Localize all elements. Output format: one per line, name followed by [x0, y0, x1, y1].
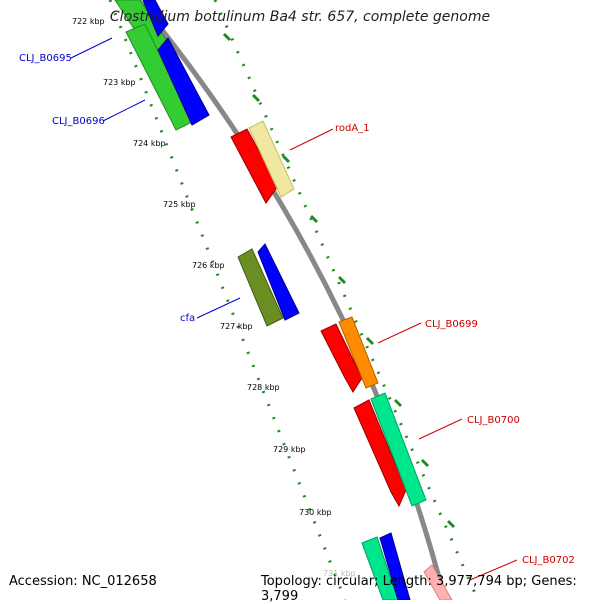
gene-clj-b0702[interactable]: [361, 532, 453, 601]
right-tick-track: [213, 0, 480, 601]
tick-label: 729 kbp: [273, 445, 306, 454]
gene-label-clj-b0696[interactable]: CLJ_B0696: [52, 116, 105, 127]
gene-clj-b0699[interactable]: [320, 316, 379, 393]
gene-clj-b0700[interactable]: [353, 392, 427, 508]
gene-label-clj-b0695[interactable]: CLJ_B0695: [19, 53, 72, 64]
tick-label: 727 kbp: [220, 322, 253, 331]
gene-label-clj-b0700[interactable]: CLJ_B0700: [467, 415, 520, 426]
gene-label-cfa[interactable]: cfa: [180, 313, 195, 324]
tick-labels: 722 kbp 723 kbp 724 kbp 725 kbp 726 kbp …: [72, 17, 356, 578]
tick-label: 731 kbp: [323, 569, 356, 578]
gene-label-roda-1[interactable]: rodA_1: [335, 123, 370, 134]
tick-label: 724 kbp: [133, 139, 166, 148]
tick-label: 725 kbp: [163, 200, 196, 209]
tick-label: 728 kbp: [247, 383, 280, 392]
tick-label: 730 kbp: [299, 508, 332, 517]
gene-roda-1[interactable]: [230, 120, 295, 204]
gene-label-clj-b0702[interactable]: CLJ_B0702: [522, 555, 575, 566]
right-track-dashes: [222, 32, 456, 529]
gene-label-clj-b0699[interactable]: CLJ_B0699: [425, 319, 478, 330]
tick-label: 723 kbp: [103, 78, 136, 87]
label-leaders: [70, 37, 518, 581]
tick-label: 726 kbp: [192, 261, 225, 270]
gene-clj-b0696[interactable]: [125, 23, 210, 131]
accession-text: Accession: NC_012658: [9, 574, 157, 589]
gene-cfa[interactable]: [237, 243, 300, 327]
left-tick-track: [108, 0, 347, 601]
genome-backbone: [136, 0, 448, 601]
tick-label: 722 kbp: [72, 17, 105, 26]
gene-labels: CLJ_B0695 CLJ_B0696 rodA_1 cfa CLJ_B0699…: [19, 53, 575, 566]
genome-title: Clostridium botulinum Ba4 str. 657, comp…: [109, 9, 491, 25]
